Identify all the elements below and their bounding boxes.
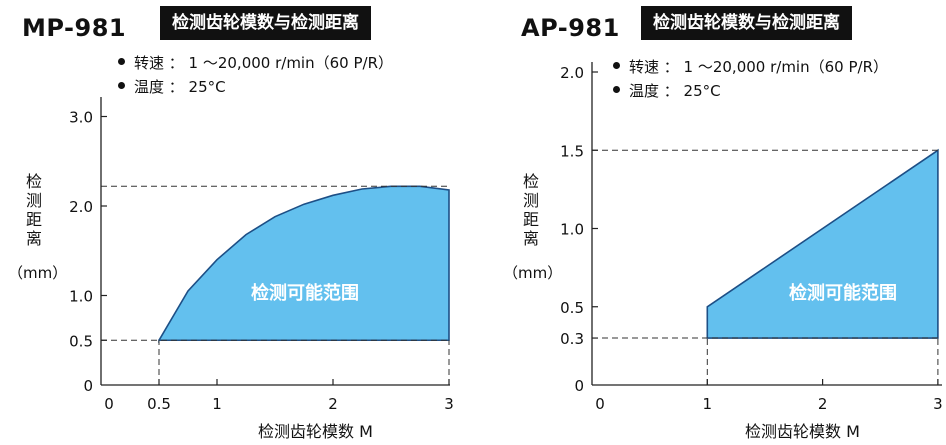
y-tick-label: 1.0 [560,221,584,239]
condition-text: 温度 ： 25°C [134,78,226,96]
chart-panel-mp981: MP-981 检测齿轮模数与检测距离 转速 ： 1 〜20,000 r/min（… [8,6,454,441]
y-tick-label: 3.0 [69,109,93,127]
chart-title: 检测齿轮模数与检测距离 [160,6,371,40]
y-axis-label: 检测距离 [25,172,42,248]
chart-panel-ap981: AP-981 检测齿轮模数与检测距离 转速 ： 1 〜20,000 r/min（… [473,0,946,445]
chart-svg-mp981: 0 0.5 1.0 2.0 3.0 0 0.5 1 2 3 检测可能范围 [69,97,454,413]
x-tick-label: 0 [595,395,605,413]
x-tick-label: 1 [212,395,222,413]
region-label: 检测可能范围 [789,282,897,304]
y-tick-label: 1.0 [69,288,93,306]
x-tick-label: 2 [818,395,828,413]
detection-region-fill [159,186,449,341]
model-name: MP-981 [22,14,127,42]
region-label: 检测可能范围 [251,282,359,304]
y-axis-unit: （mm） [503,264,563,282]
bullet-icon [118,82,125,89]
bullet-icon [613,62,620,69]
y-tick-label: 2.0 [560,64,584,82]
condition-text: 温度 ： 25°C [629,82,721,100]
bullet-icon [613,86,620,93]
condition-text: 转速 ： 1 〜20,000 r/min（60 P/R） [134,54,393,72]
y-axis-label: 检测距离 [522,172,539,248]
chart-title: 检测齿轮模数与检测距离 [641,6,852,40]
chart-svg-ap981: 0 0.3 0.5 1.0 1.5 2.0 0 1 2 3 检测可能范围 [560,62,943,413]
y-tick-label: 0.5 [560,299,584,317]
bullet-icon [118,58,125,65]
condition-temperature: 温度 ： 25°C [118,76,226,97]
y-tick-label: 2.0 [69,198,93,216]
y-tick-label: 0 [574,377,584,395]
x-tick-label: 2 [328,395,338,413]
x-tick-label: 3 [444,395,454,413]
y-axis-unit: （mm） [8,264,68,282]
y-tick-label: 0 [83,377,93,395]
y-tick-label: 0.3 [560,330,584,348]
x-axis-label: 检测齿轮模数 M [258,422,373,441]
x-tick-label: 0 [104,395,114,413]
y-tick-label: 1.5 [560,142,584,160]
condition-temperature: 温度 ： 25°C [613,80,721,101]
model-name: AP-981 [521,14,620,42]
detection-region-outline [158,185,450,344]
x-tick-label: 1 [703,395,713,413]
condition-speed: 转速 ： 1 〜20,000 r/min（60 P/R） [118,52,393,73]
detection-region-fill [707,150,938,339]
x-axis-label: 检测齿轮模数 M [745,422,860,441]
x-tick-label: 3 [933,395,943,413]
y-tick-label: 0.5 [69,332,93,350]
x-tick-label: 0.5 [147,395,171,413]
condition-text: 转速 ： 1 〜20,000 r/min（60 P/R） [629,58,888,76]
condition-speed: 转速 ： 1 〜20,000 r/min（60 P/R） [613,56,888,77]
